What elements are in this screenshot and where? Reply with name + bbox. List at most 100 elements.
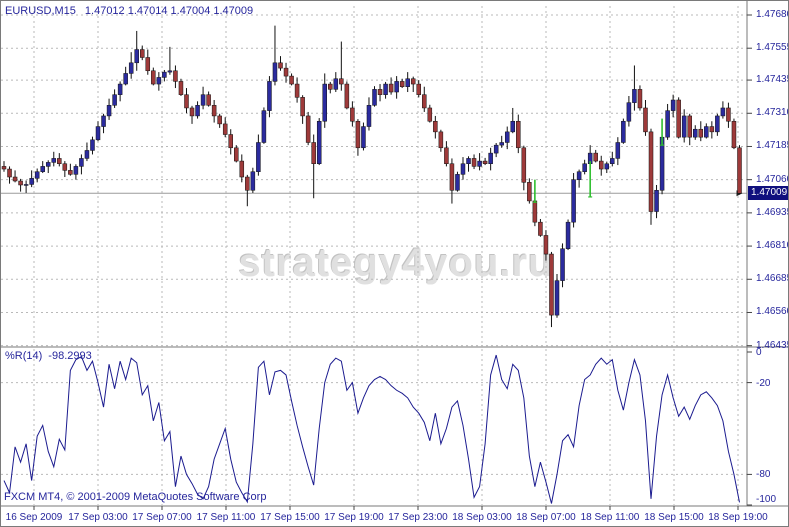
candle [377, 84, 383, 102]
price-tick-label: 1.46810 [756, 240, 789, 252]
candle [477, 153, 482, 171]
candle [355, 119, 361, 156]
candle [521, 145, 527, 191]
candle [527, 178, 532, 204]
candle [322, 73, 327, 128]
candle [117, 81, 123, 102]
wpr-line [3, 354, 740, 504]
candle [45, 160, 51, 174]
candle [681, 109, 687, 143]
wpr-tick-label: -20 [756, 377, 771, 389]
time-tick-label: 17 Sep 11:00 [196, 512, 256, 523]
candle [615, 137, 621, 166]
candle [278, 56, 283, 71]
candle [51, 151, 57, 167]
candle [350, 101, 355, 127]
indicator-name-label: %R(14) [5, 350, 43, 362]
price-tick-label: 1.47185 [756, 140, 789, 152]
candle [471, 154, 477, 170]
candle [598, 155, 604, 176]
signal-marks [532, 118, 665, 203]
candle [112, 89, 117, 108]
candle [272, 25, 278, 86]
candle [200, 86, 206, 110]
candle [632, 65, 637, 111]
pane-borders [1, 1, 788, 507]
candle [206, 91, 211, 107]
candle [543, 230, 549, 261]
candle [538, 218, 543, 237]
time-tick-label: 18 Sep 07:00 [516, 512, 576, 523]
indicator-value-label: -98.2993 [48, 350, 92, 362]
candle [261, 107, 267, 144]
time-tick-label: 18 Sep 15:00 [644, 512, 704, 523]
candle [195, 101, 200, 119]
price-tick-label: 1.47435 [756, 74, 789, 86]
time-tick-label: 18 Sep 19:00 [708, 512, 768, 523]
candle [79, 154, 84, 175]
candle [593, 149, 598, 163]
copyright-text: FXCM MT4, © 2001-2009 MetaQuotes Softwar… [4, 491, 267, 503]
candle [704, 123, 709, 139]
price-tick-label: 1.46435 [756, 339, 789, 351]
candle [626, 96, 632, 127]
candle [40, 161, 45, 174]
price-tick-label: 1.47310 [756, 107, 789, 119]
time-tick-label: 18 Sep 11:00 [580, 512, 640, 523]
quote-ohlc-label: 1.47012 1.47014 1.47004 1.47009 [84, 5, 254, 17]
candle [12, 170, 18, 183]
candle [250, 167, 256, 193]
candle [294, 77, 300, 103]
candle [123, 66, 128, 86]
candle [621, 118, 626, 144]
candles [1, 25, 742, 328]
candle [7, 166, 12, 184]
candle [604, 161, 610, 174]
wpr-tick-label: 0 [756, 347, 762, 358]
wpr-tick-label: -100 [756, 494, 777, 505]
candle [516, 114, 521, 154]
axis-ticks [33, 14, 752, 510]
candle [361, 122, 366, 151]
price-tick-label: 1.47555 [756, 42, 789, 54]
candle [222, 117, 228, 138]
candle [488, 147, 493, 171]
candle [372, 86, 377, 107]
candle [427, 104, 433, 123]
candle [438, 129, 444, 152]
candle [173, 65, 178, 89]
candle [665, 103, 670, 140]
candle [145, 49, 151, 75]
candle [637, 85, 643, 111]
time-tick-label: 17 Sep 23:00 [388, 512, 448, 523]
candle [23, 180, 29, 193]
candle [316, 118, 322, 166]
candle [394, 76, 399, 99]
candle [455, 171, 460, 192]
candle [643, 99, 648, 136]
candle [211, 99, 217, 123]
candle [300, 95, 305, 124]
candle [128, 52, 134, 79]
candle [339, 41, 344, 91]
candle [560, 243, 565, 288]
candle [670, 94, 676, 118]
candle [422, 86, 427, 112]
candle [156, 72, 162, 91]
candle [493, 143, 499, 158]
candle [715, 113, 720, 136]
chart-title: EURUSD,M15 1.47012 1.47014 1.47004 1.4700… [5, 5, 253, 17]
candle [366, 97, 372, 131]
candle [167, 46, 173, 75]
candle [687, 113, 692, 146]
candle [388, 77, 394, 95]
indicator-label: %R(14) -98.2993 [5, 350, 92, 362]
current-price-tag: 1.47009 [748, 186, 788, 201]
candle [731, 118, 737, 150]
candle [217, 113, 222, 128]
candle [328, 81, 333, 94]
candle [311, 134, 316, 199]
price-tick-label: 1.47680 [756, 9, 789, 20]
candle [84, 142, 90, 162]
